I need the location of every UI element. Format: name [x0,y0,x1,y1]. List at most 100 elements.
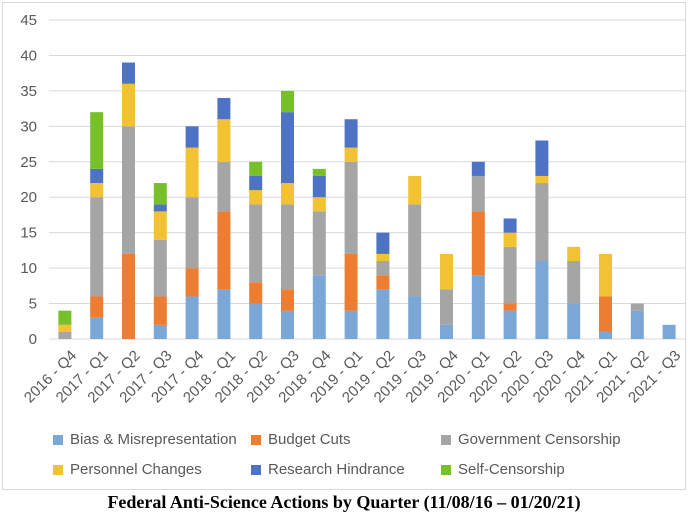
chart-frame: 0 5 10 15 20 25 30 35 40 45 2016 - Q4 2017 - Q1 201… [2,2,686,490]
bar-segment [249,204,263,283]
legend-label: Government Censorship [458,431,621,448]
bar-segment [503,303,517,311]
bar-segment [344,253,358,311]
bar-segment [408,296,422,339]
legend-item: Personnel Changes [53,461,202,478]
bar-segment [122,83,135,127]
legend-label: Budget Cuts [268,431,351,448]
bar-segment [217,289,231,339]
bar-segment [408,204,422,297]
legend-label: Bias & Misrepresentation [70,431,237,448]
bar-segment [90,317,104,339]
bar-segment [90,183,104,198]
bar-segment [376,289,390,339]
y-tick-label: 45 [20,12,37,29]
legend-item: Government Censorship [441,431,621,448]
bar-segment [153,211,167,240]
bar-segment [217,161,231,212]
grid-lines [49,19,685,340]
y-tick-label: 30 [20,118,37,135]
bar-segment [567,246,581,262]
bar-segment [153,296,167,325]
bar-segment [344,161,358,254]
bar-segment [185,268,199,297]
bar-segment [630,303,644,311]
y-tick-label: 40 [20,47,37,64]
bar-segment [281,90,294,113]
bar-segment [503,246,517,304]
bar-segment [217,119,231,162]
bar-segment [440,324,453,339]
y-tick-labels: 0 5 10 15 20 25 30 35 40 45 [20,12,37,348]
bar-segment [376,253,390,262]
bar-segment [344,310,358,339]
bar-segment [471,275,485,339]
bar-segment [281,112,294,184]
bar-segment [312,211,326,276]
bar-segment [440,253,453,290]
legend-swatch [251,464,261,475]
y-tick-label: 10 [20,260,37,277]
bar-segment [567,261,581,304]
bar-segment [249,190,263,205]
bar-segment [662,324,676,339]
bar-segment [122,62,135,84]
bar-segment [599,331,612,339]
bar-segment [503,218,517,233]
bars [58,62,676,339]
bar-segment [376,261,390,276]
bar-segment [630,310,644,339]
bar-segment [249,161,263,176]
bar-segment [376,275,390,290]
bar-segment [217,97,231,120]
bar-segment [312,275,326,339]
y-tick-label: 15 [20,225,37,242]
bar-segment [58,331,72,339]
bar-segment [440,289,453,325]
y-tick-label: 5 [29,296,37,313]
bar-segment [185,126,199,148]
legend-swatch [251,434,261,445]
bar-segment [281,204,294,290]
bar-segment [312,175,326,198]
legend-swatch [53,464,63,475]
bar-segment [153,324,167,339]
bar-segment [471,175,485,212]
bar-segment [599,296,612,332]
legend-label: Research Hindrance [268,461,405,478]
legend-swatch [441,464,451,475]
bar-segment [58,310,72,325]
legend-item: Budget Cuts [251,431,351,448]
bar-segment [90,296,104,318]
bar-segment [185,147,199,198]
bar-segment [185,197,199,269]
bar-segment [535,183,549,262]
legend-item: Bias & Misrepresentation [53,431,237,448]
bar-segment [599,253,612,297]
bar-segment [281,289,294,311]
bar-segment [312,197,326,212]
bar-segment [249,282,263,304]
legend-swatch [441,434,451,445]
bar-segment [312,168,326,176]
bar-segment [153,183,167,205]
bar-segment [567,303,581,339]
bar-segment [503,310,517,339]
bar-segment [90,197,104,297]
bar-segment [281,183,294,205]
y-tick-label: 0 [29,331,37,348]
legend-item: Research Hindrance [251,461,405,478]
bar-segment [185,296,199,339]
bar-segment [471,161,485,176]
bar-segment [408,175,422,205]
bar-segment [249,303,263,339]
bar-segment [58,324,72,332]
bar-segment [90,168,104,184]
bar-segment [535,261,549,339]
y-tick-label: 25 [20,154,37,171]
legend-item: Self-Censorship [441,461,565,478]
bar-segment [503,232,517,247]
bar-segment [376,232,390,254]
